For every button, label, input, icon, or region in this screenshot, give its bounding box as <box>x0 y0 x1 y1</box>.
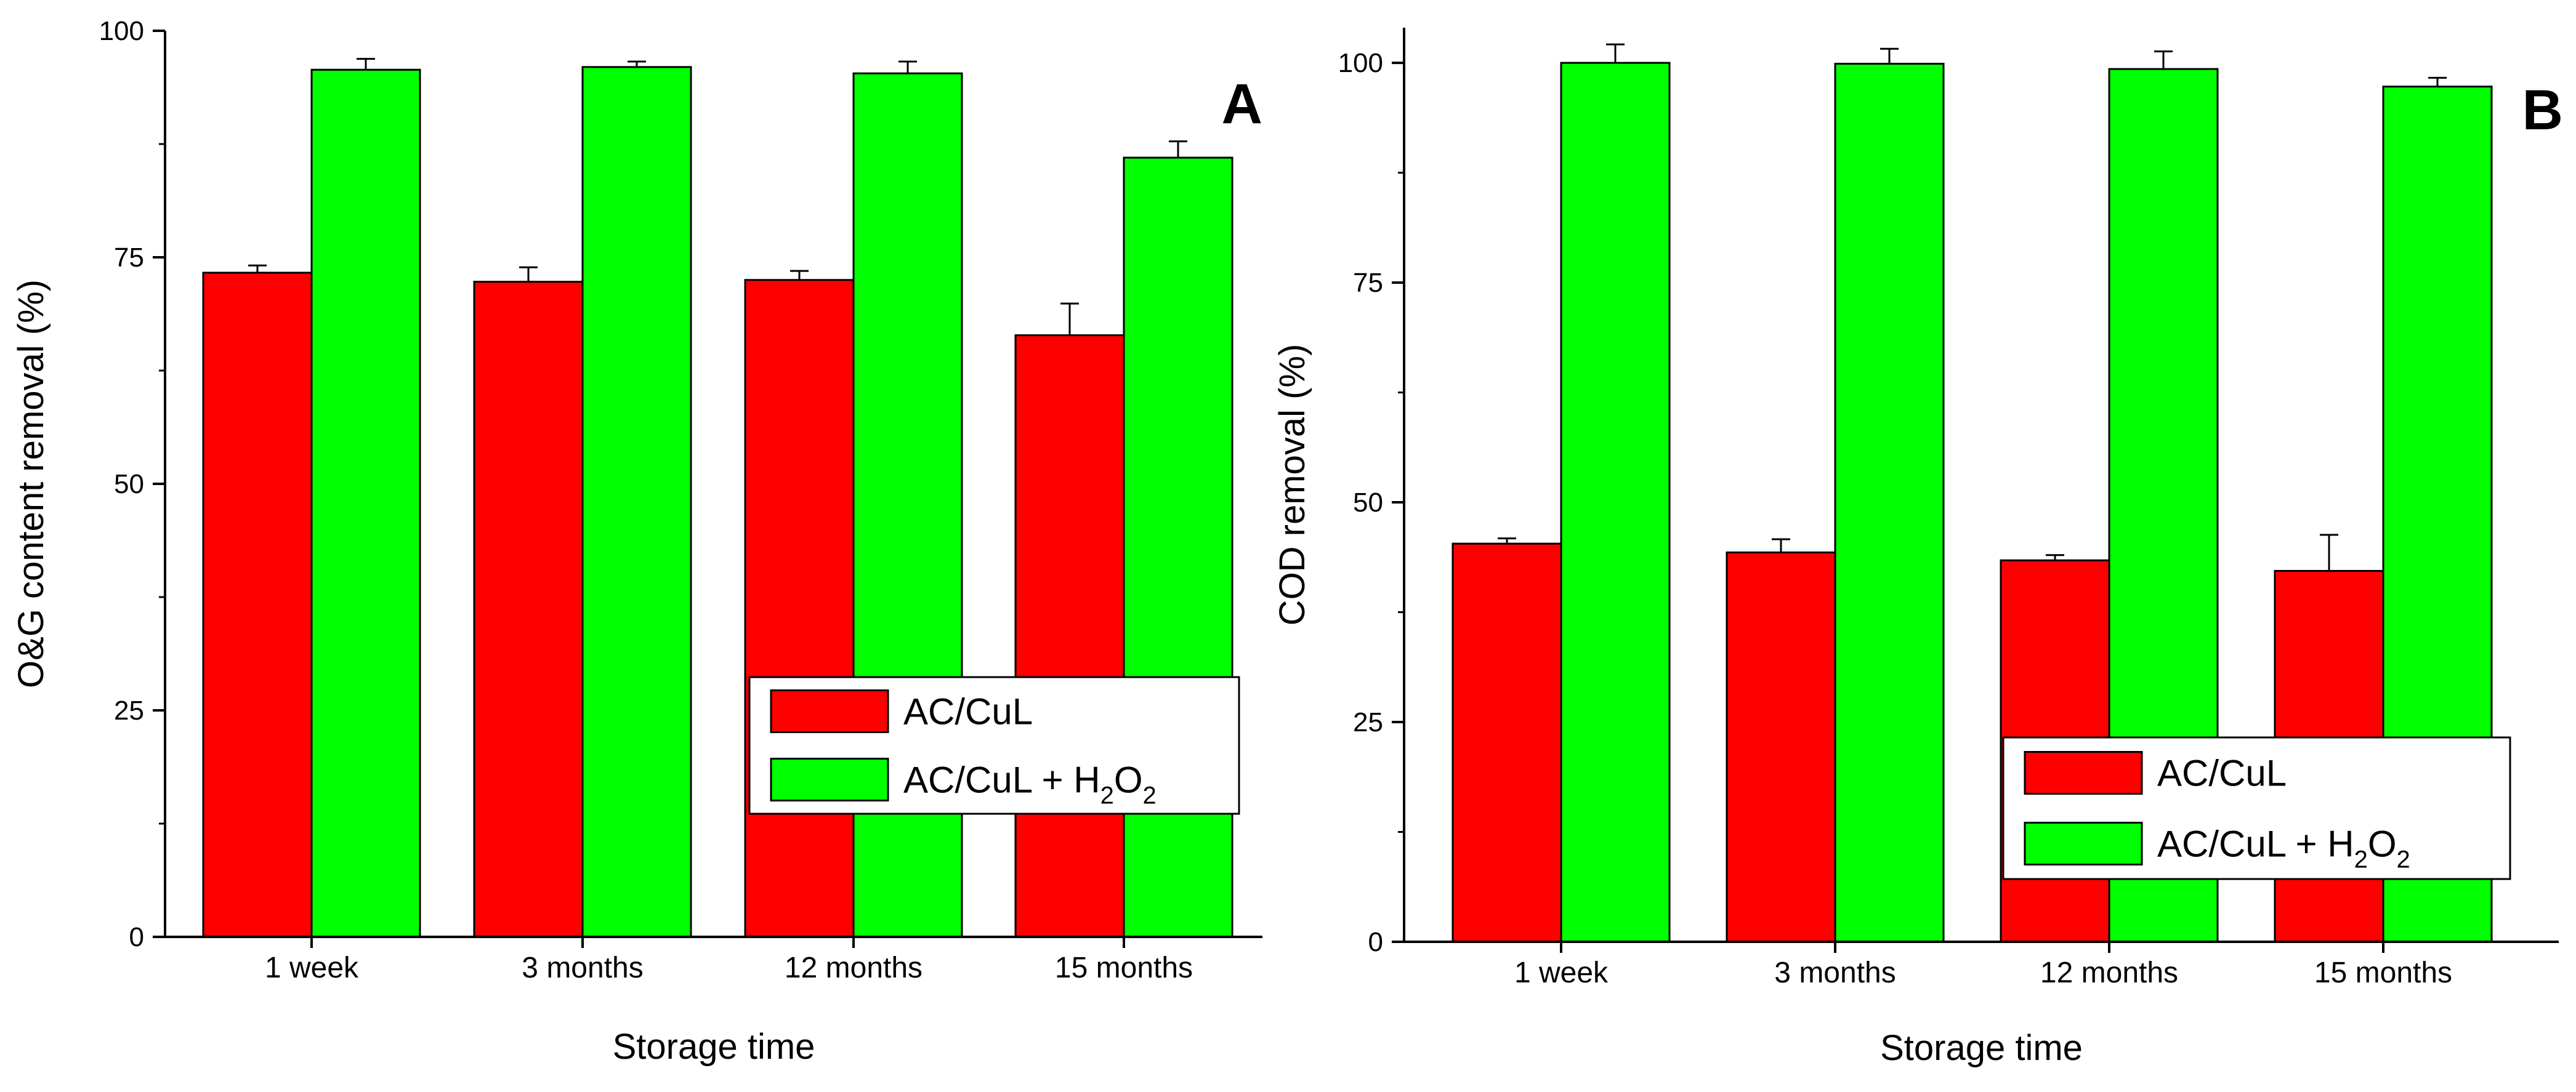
y-tick-label: 100 <box>99 16 144 46</box>
y-axis-title: O&G content removal (%) <box>11 279 51 688</box>
bar-ac-cul-0 <box>202 271 313 938</box>
bar-ac-cul-h2o2-1 <box>581 66 692 938</box>
x-tick-label-3: 15 months <box>1055 952 1193 984</box>
y-tick-label: 0 <box>1368 927 1383 957</box>
legend-text-part: O <box>2368 824 2397 865</box>
legend-label-ac-cul-h2o2: AC/CuL + H2O2 <box>2157 824 2410 873</box>
legend-subscript: 2 <box>1100 782 1114 809</box>
x-tick-label-1: 3 months <box>522 952 643 984</box>
y-tick-label: 75 <box>1353 268 1383 298</box>
bar-ac-cul-h2o2-0 <box>310 68 421 938</box>
y-tick-label: 0 <box>129 922 144 952</box>
legend-subscript: 2 <box>2397 846 2410 873</box>
legend-text-part: O <box>1114 760 1143 801</box>
x-tick-label-0: 1 week <box>1514 957 1609 989</box>
x-tick-label-1: 3 months <box>1774 957 1896 989</box>
y-tick-label: 75 <box>114 243 144 273</box>
legend-text-part: AC/CuL + H <box>2157 824 2354 865</box>
bar-ac-cul-1 <box>1726 551 1836 943</box>
y-tick-label: 25 <box>114 696 144 726</box>
y-axis-title: COD removal (%) <box>1272 344 1312 626</box>
legend-swatch-ac-cul-h2o2 <box>770 758 889 801</box>
legend-label-ac-cul: AC/CuL <box>903 691 1033 733</box>
legend-subscript: 2 <box>2354 846 2368 873</box>
legend-label-ac-cul: AC/CuL <box>2157 753 2287 794</box>
bar-ac-cul-h2o2-1 <box>1834 63 1945 943</box>
legend-subscript: 2 <box>1143 782 1157 809</box>
legend-swatch-ac-cul <box>2024 751 2143 795</box>
y-tick-label: 50 <box>1353 488 1383 518</box>
chart-panel-b: 0 25 50 75 100 1 week 3 months 12 months 15 mont… <box>1272 28 2563 1068</box>
legend-swatch-ac-cul-h2o2 <box>2024 822 2143 865</box>
x-tick-label-3: 15 months <box>2314 957 2452 989</box>
x-axis-title: Storage time <box>613 1027 815 1067</box>
y-tick-label: 100 <box>1338 48 1383 78</box>
x-axis-title: Storage time <box>1880 1028 2083 1068</box>
chart-panel-a: 0 25 50 75 100 1 week 3 months 12 months 15 mont… <box>11 16 1262 1067</box>
legend-swatch-ac-cul <box>770 689 889 733</box>
bar-ac-cul-h2o2-0 <box>1560 62 1671 943</box>
y-tick-label: 25 <box>1353 707 1383 737</box>
bar-ac-cul-0 <box>1452 542 1562 943</box>
bar-ac-cul-1 <box>473 281 584 938</box>
panel-letter: A <box>1222 73 1262 135</box>
x-tick-label-2: 12 months <box>2040 957 2178 989</box>
x-tick-label-2: 12 months <box>785 952 923 984</box>
bar-ac-cul-3 <box>1014 334 1125 938</box>
legend-text-part: AC/CuL + H <box>903 760 1100 801</box>
bar-ac-cul-2 <box>744 279 855 938</box>
y-tick-label: 50 <box>114 469 144 499</box>
bar-ac-cul-h2o2-3 <box>1123 156 1233 938</box>
x-tick-label-0: 1 week <box>265 952 359 984</box>
legend-label-ac-cul-h2o2: AC/CuL + H2O2 <box>903 760 1157 809</box>
panel-letter: B <box>2522 79 2563 142</box>
